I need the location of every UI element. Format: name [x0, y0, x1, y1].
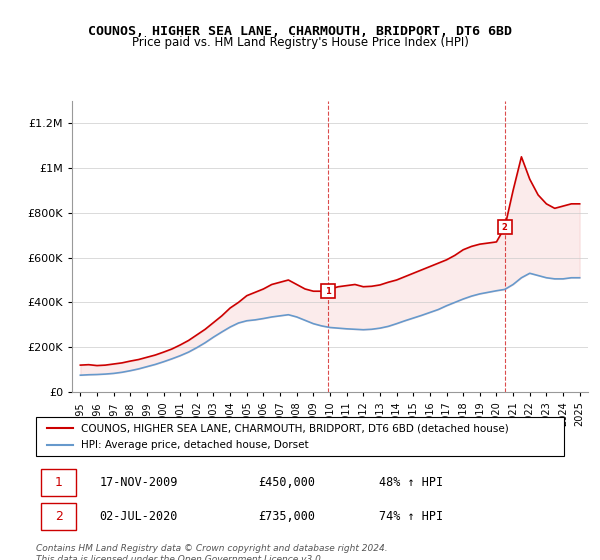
Text: Price paid vs. HM Land Registry's House Price Index (HPI): Price paid vs. HM Land Registry's House …	[131, 36, 469, 49]
Text: 74% ↑ HPI: 74% ↑ HPI	[379, 510, 443, 523]
FancyBboxPatch shape	[36, 417, 564, 456]
FancyBboxPatch shape	[41, 469, 76, 496]
Text: 17-NOV-2009: 17-NOV-2009	[100, 476, 178, 489]
Text: 2: 2	[55, 510, 62, 523]
Text: £450,000: £450,000	[258, 476, 315, 489]
Text: 1: 1	[55, 476, 62, 489]
Text: 1: 1	[325, 287, 331, 296]
Text: COUNOS, HIGHER SEA LANE, CHARMOUTH, BRIDPORT, DT6 6BD: COUNOS, HIGHER SEA LANE, CHARMOUTH, BRID…	[88, 25, 512, 38]
Text: 48% ↑ HPI: 48% ↑ HPI	[379, 476, 443, 489]
FancyBboxPatch shape	[41, 503, 76, 530]
Text: COUNOS, HIGHER SEA LANE, CHARMOUTH, BRIDPORT, DT6 6BD (detached house): COUNOS, HIGHER SEA LANE, CHARMOUTH, BRID…	[81, 423, 509, 433]
Text: £735,000: £735,000	[258, 510, 315, 523]
Text: Contains HM Land Registry data © Crown copyright and database right 2024.
This d: Contains HM Land Registry data © Crown c…	[36, 544, 388, 560]
Text: HPI: Average price, detached house, Dorset: HPI: Average price, detached house, Dors…	[81, 440, 308, 450]
Text: 02-JUL-2020: 02-JUL-2020	[100, 510, 178, 523]
Text: 2: 2	[502, 223, 508, 232]
